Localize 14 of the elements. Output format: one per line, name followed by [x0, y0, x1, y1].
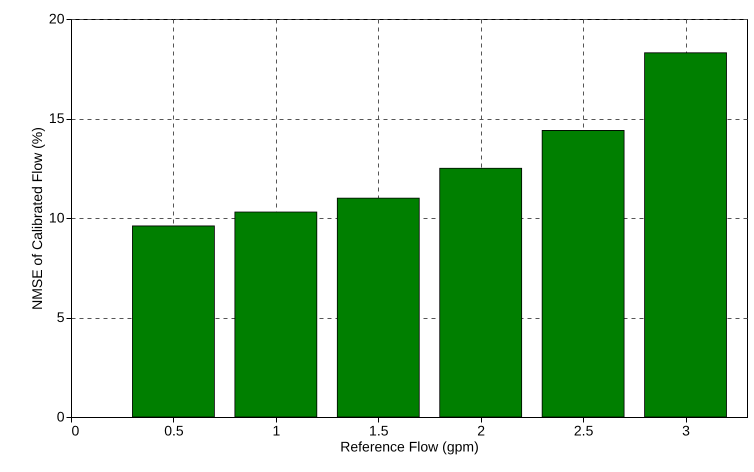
y-tick-label: 15 — [48, 110, 65, 126]
x-tick-label: 2 — [477, 422, 486, 438]
x-tick-label: 1.5 — [369, 422, 389, 438]
x-tick-label: 0.5 — [164, 422, 184, 438]
y-tick-label: 0 — [56, 408, 65, 424]
y-tick-label: 5 — [56, 309, 65, 325]
x-axis-title: Reference Flow (gpm) — [340, 438, 479, 454]
y-tick-label: 10 — [48, 210, 65, 226]
x-tick-label: 3 — [682, 422, 690, 438]
x-tick-label: 0 — [72, 422, 80, 438]
x-tick-label: 1 — [272, 422, 280, 438]
x-tick-label: 2.5 — [574, 422, 594, 438]
y-tick-label: 20 — [48, 10, 65, 26]
y-axis-title: NMSE of Calibrated Flow (%) — [28, 127, 45, 310]
